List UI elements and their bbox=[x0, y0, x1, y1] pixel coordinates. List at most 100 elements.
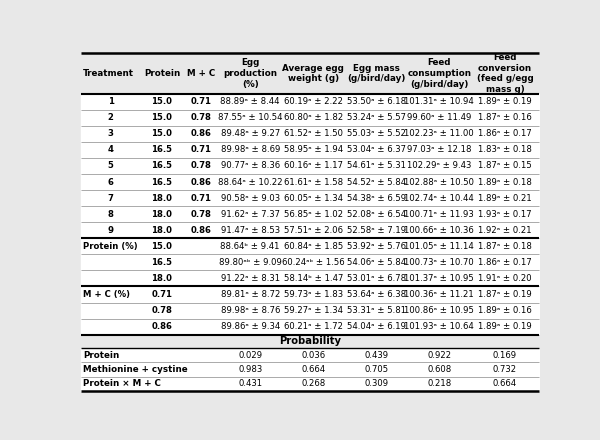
Text: 3: 3 bbox=[108, 129, 114, 138]
Text: 88.64ᵃ ± 10.22: 88.64ᵃ ± 10.22 bbox=[218, 177, 283, 187]
Text: 89.80ᵃᵇ ± 9.09: 89.80ᵃᵇ ± 9.09 bbox=[219, 258, 281, 267]
Text: 102.29ᵃ ± 9.43: 102.29ᵃ ± 9.43 bbox=[407, 161, 472, 170]
Text: 0.169: 0.169 bbox=[493, 351, 517, 360]
Text: 1: 1 bbox=[108, 97, 114, 106]
Text: 52.58ᵃ ± 7.19: 52.58ᵃ ± 7.19 bbox=[347, 226, 406, 235]
Bar bbox=[80, 190, 539, 206]
Text: 100.86ᵃ ± 10.95: 100.86ᵃ ± 10.95 bbox=[404, 306, 474, 315]
Text: 56.85ᵃ ± 1.02: 56.85ᵃ ± 1.02 bbox=[284, 210, 343, 219]
Text: 54.52ᵃ ± 5.84: 54.52ᵃ ± 5.84 bbox=[347, 177, 406, 187]
Text: 0.431: 0.431 bbox=[238, 379, 262, 389]
Text: 0.86: 0.86 bbox=[190, 226, 211, 235]
Text: 0.71: 0.71 bbox=[151, 290, 172, 299]
Text: 1.86ᵃ ± 0.17: 1.86ᵃ ± 0.17 bbox=[478, 129, 532, 138]
Bar bbox=[80, 54, 539, 94]
Text: 0.71: 0.71 bbox=[190, 194, 211, 202]
Text: Protein: Protein bbox=[83, 351, 119, 360]
Text: 60.19ᵃ ± 2.22: 60.19ᵃ ± 2.22 bbox=[284, 97, 343, 106]
Text: 0.86: 0.86 bbox=[152, 322, 172, 331]
Text: 15.0: 15.0 bbox=[151, 97, 172, 106]
Text: Egg
production
(%): Egg production (%) bbox=[223, 59, 277, 89]
Text: 53.64ᵃ ± 6.38: 53.64ᵃ ± 6.38 bbox=[347, 290, 406, 299]
Text: 0.664: 0.664 bbox=[301, 365, 325, 374]
Text: 54.38ᵃ ± 6.59: 54.38ᵃ ± 6.59 bbox=[347, 194, 406, 202]
Bar bbox=[80, 238, 539, 254]
Text: 18.0: 18.0 bbox=[151, 274, 172, 283]
Text: Feed
conversion
(feed g/egg
mass g): Feed conversion (feed g/egg mass g) bbox=[476, 53, 533, 94]
Text: 0.036: 0.036 bbox=[301, 351, 325, 360]
Text: 6: 6 bbox=[108, 177, 114, 187]
Text: M + C: M + C bbox=[187, 69, 215, 78]
Text: 59.73ᵃ ± 1.83: 59.73ᵃ ± 1.83 bbox=[284, 290, 343, 299]
Text: Methionine + cystine: Methionine + cystine bbox=[83, 365, 188, 374]
Text: 18.0: 18.0 bbox=[151, 226, 172, 235]
Text: 101.93ᵃ ± 10.64: 101.93ᵃ ± 10.64 bbox=[404, 322, 474, 331]
Text: Feed
consumption
(g/bird/day): Feed consumption (g/bird/day) bbox=[407, 59, 471, 89]
Bar bbox=[80, 222, 539, 238]
Text: 89.98ᵃ ± 8.76: 89.98ᵃ ± 8.76 bbox=[221, 306, 280, 315]
Text: Treatment: Treatment bbox=[83, 69, 134, 78]
Bar bbox=[80, 319, 539, 335]
Text: 100.73ᵃ ± 10.70: 100.73ᵃ ± 10.70 bbox=[404, 258, 474, 267]
Text: 16.5: 16.5 bbox=[151, 145, 172, 154]
Text: 15.0: 15.0 bbox=[151, 113, 172, 122]
Text: 100.66ᵃ ± 10.36: 100.66ᵃ ± 10.36 bbox=[404, 226, 474, 235]
Text: 91.22ᵃ ± 8.31: 91.22ᵃ ± 8.31 bbox=[221, 274, 280, 283]
Text: 16.5: 16.5 bbox=[151, 177, 172, 187]
Text: 1.87ᵃ ± 0.19: 1.87ᵃ ± 0.19 bbox=[478, 290, 532, 299]
Text: 53.24ᵃ ± 5.57: 53.24ᵃ ± 5.57 bbox=[347, 113, 406, 122]
Text: 18.0: 18.0 bbox=[151, 194, 172, 202]
Text: 60.16ᵃ ± 1.17: 60.16ᵃ ± 1.17 bbox=[284, 161, 343, 170]
Text: 16.5: 16.5 bbox=[151, 161, 172, 170]
Text: 0.983: 0.983 bbox=[238, 365, 262, 374]
Text: 5: 5 bbox=[108, 161, 114, 170]
Text: 0.78: 0.78 bbox=[190, 113, 211, 122]
Text: 90.58ᵃ ± 9.03: 90.58ᵃ ± 9.03 bbox=[221, 194, 280, 202]
Text: 88.64ᵇ ± 9.41: 88.64ᵇ ± 9.41 bbox=[220, 242, 280, 251]
Text: 1.87ᵃ ± 0.18: 1.87ᵃ ± 0.18 bbox=[478, 242, 532, 251]
Text: 1.91ᵃ ± 0.20: 1.91ᵃ ± 0.20 bbox=[478, 274, 532, 283]
Text: 53.50ᵃ ± 6.18: 53.50ᵃ ± 6.18 bbox=[347, 97, 406, 106]
Text: 97.03ᵃ ± 12.18: 97.03ᵃ ± 12.18 bbox=[407, 145, 472, 154]
Text: 60.05ᵃ ± 1.34: 60.05ᵃ ± 1.34 bbox=[284, 194, 343, 202]
Text: 0.268: 0.268 bbox=[301, 379, 325, 389]
Text: 61.61ᵃ ± 1.58: 61.61ᵃ ± 1.58 bbox=[284, 177, 343, 187]
Text: 1.89ᵃ ± 0.21: 1.89ᵃ ± 0.21 bbox=[478, 194, 532, 202]
Text: 1.83ᵃ ± 0.18: 1.83ᵃ ± 0.18 bbox=[478, 145, 532, 154]
Text: 101.37ᵃ ± 10.95: 101.37ᵃ ± 10.95 bbox=[404, 274, 474, 283]
Text: 101.05ᵃ ± 11.14: 101.05ᵃ ± 11.14 bbox=[404, 242, 474, 251]
Text: 59.27ᵃ ± 1.34: 59.27ᵃ ± 1.34 bbox=[284, 306, 343, 315]
Text: 89.98ᵃ ± 8.69: 89.98ᵃ ± 8.69 bbox=[221, 145, 280, 154]
Text: 0.705: 0.705 bbox=[364, 365, 388, 374]
Text: 99.60ᵃ ± 11.49: 99.60ᵃ ± 11.49 bbox=[407, 113, 472, 122]
Text: 0.71: 0.71 bbox=[190, 145, 211, 154]
Bar bbox=[80, 174, 539, 190]
Text: 0.029: 0.029 bbox=[238, 351, 262, 360]
Text: 54.04ᵃ ± 6.19: 54.04ᵃ ± 6.19 bbox=[347, 322, 406, 331]
Text: 1.87ᵃ ± 0.15: 1.87ᵃ ± 0.15 bbox=[478, 161, 532, 170]
Text: 53.01ᵃ ± 6.78: 53.01ᵃ ± 6.78 bbox=[347, 274, 406, 283]
Text: 2: 2 bbox=[108, 113, 114, 122]
Text: 1.87ᵃ ± 0.16: 1.87ᵃ ± 0.16 bbox=[478, 113, 532, 122]
Text: 8: 8 bbox=[108, 210, 114, 219]
Text: 88.89ᵃ ± 8.44: 88.89ᵃ ± 8.44 bbox=[220, 97, 280, 106]
Text: 53.92ᵃ ± 5.76: 53.92ᵃ ± 5.76 bbox=[347, 242, 406, 251]
Text: 0.922: 0.922 bbox=[427, 351, 451, 360]
Text: 0.78: 0.78 bbox=[190, 210, 211, 219]
Bar bbox=[80, 348, 539, 363]
Text: 89.48ᵃ ± 9.27: 89.48ᵃ ± 9.27 bbox=[221, 129, 280, 138]
Text: 0.309: 0.309 bbox=[364, 379, 388, 389]
Text: 1.93ᵃ ± 0.17: 1.93ᵃ ± 0.17 bbox=[478, 210, 532, 219]
Text: 58.14ᵇ ± 1.47: 58.14ᵇ ± 1.47 bbox=[284, 274, 343, 283]
Text: 60.80ᵃ ± 1.82: 60.80ᵃ ± 1.82 bbox=[284, 113, 343, 122]
Text: 1.89ᵃ ± 0.18: 1.89ᵃ ± 0.18 bbox=[478, 177, 532, 187]
Text: 0.732: 0.732 bbox=[493, 365, 517, 374]
Text: 89.86ᵃ ± 9.34: 89.86ᵃ ± 9.34 bbox=[221, 322, 280, 331]
Bar bbox=[80, 335, 539, 348]
Text: 60.84ᵃ ± 1.85: 60.84ᵃ ± 1.85 bbox=[284, 242, 343, 251]
Text: 89.81ᵃ ± 8.72: 89.81ᵃ ± 8.72 bbox=[221, 290, 280, 299]
Bar bbox=[80, 94, 539, 110]
Text: Protein (%): Protein (%) bbox=[83, 242, 138, 251]
Text: 102.23ᵃ ± 11.00: 102.23ᵃ ± 11.00 bbox=[404, 129, 474, 138]
Text: 54.61ᵃ ± 5.31: 54.61ᵃ ± 5.31 bbox=[347, 161, 406, 170]
